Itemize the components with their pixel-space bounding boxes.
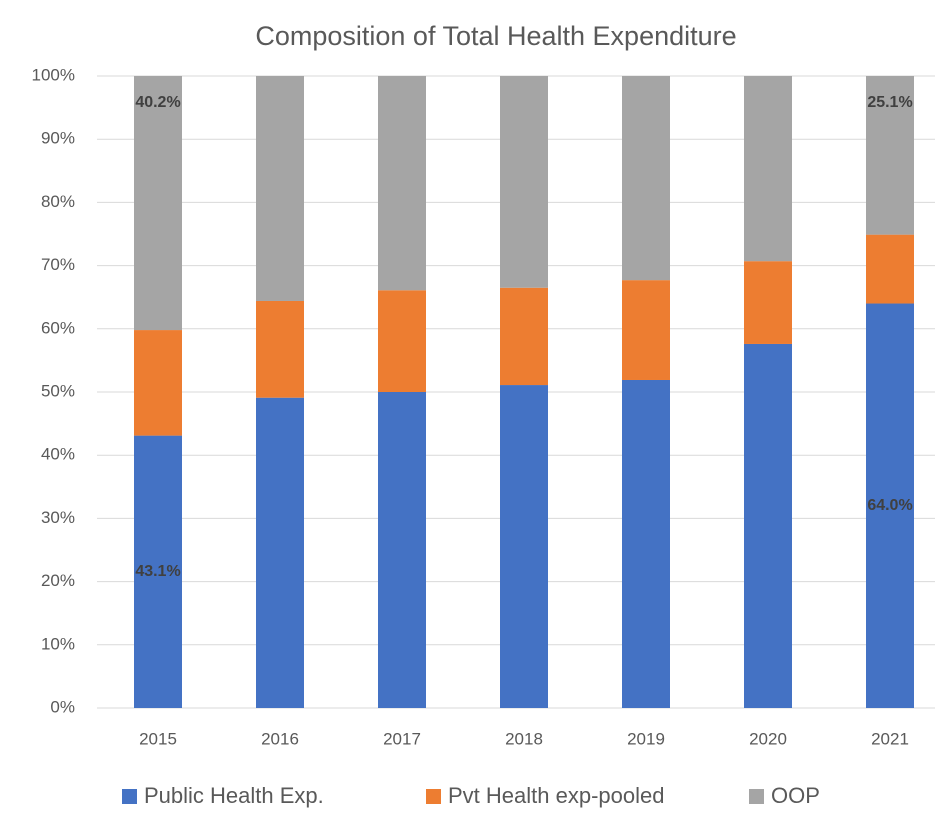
- bar-segment: [622, 379, 670, 708]
- y-tick-label: 70%: [41, 255, 75, 274]
- bar-segment: [744, 343, 792, 708]
- y-tick-label: 100%: [32, 65, 75, 84]
- data-label: 25.1%: [867, 94, 912, 111]
- y-tick-label: 0%: [50, 697, 75, 716]
- y-tick-label: 80%: [41, 192, 75, 211]
- x-tick-label: 2018: [505, 729, 543, 748]
- bar-segment: [134, 330, 182, 436]
- y-tick-label: 50%: [41, 381, 75, 400]
- legend-swatch: [749, 789, 764, 804]
- data-label: 43.1%: [135, 563, 180, 580]
- bar-segment: [500, 76, 548, 288]
- bar-segment: [866, 76, 914, 235]
- legend-label: Pvt Health exp-pooled: [448, 783, 664, 808]
- x-tick-label: 2019: [627, 729, 665, 748]
- bar-segment: [256, 300, 304, 398]
- y-tick-label: 20%: [41, 571, 75, 590]
- bar-segment: [622, 280, 670, 380]
- bar-segment: [744, 76, 792, 262]
- bar-segment: [134, 435, 182, 708]
- x-tick-label: 2021: [871, 729, 909, 748]
- bar-segment: [378, 76, 426, 291]
- bar-segment: [500, 385, 548, 708]
- x-tick-label: 2015: [139, 729, 177, 748]
- bar-segment: [866, 234, 914, 304]
- legend-swatch: [122, 789, 137, 804]
- y-tick-label: 10%: [41, 634, 75, 653]
- data-label: 64.0%: [867, 497, 912, 514]
- chart-title: Composition of Total Health Expenditure: [255, 21, 736, 51]
- y-tick-label: 90%: [41, 129, 75, 148]
- legend-label: OOP: [771, 783, 820, 808]
- data-label: 40.2%: [135, 94, 180, 111]
- legend-swatch: [426, 789, 441, 804]
- y-tick-label: 60%: [41, 318, 75, 337]
- x-tick-label: 2017: [383, 729, 421, 748]
- x-tick-label: 2020: [749, 729, 787, 748]
- bar-segment: [378, 290, 426, 392]
- y-tick-label: 30%: [41, 508, 75, 527]
- x-tick-label: 2016: [261, 729, 299, 748]
- bar-segment: [378, 392, 426, 708]
- bar-segment: [134, 76, 182, 331]
- bar-segment: [500, 287, 548, 386]
- y-tick-label: 40%: [41, 445, 75, 464]
- bar-segment: [866, 303, 914, 708]
- bar-segment: [256, 397, 304, 708]
- bar-segment: [744, 261, 792, 344]
- bar-segment: [256, 76, 304, 301]
- bar-segment: [622, 76, 670, 281]
- legend-label: Public Health Exp.: [144, 783, 324, 808]
